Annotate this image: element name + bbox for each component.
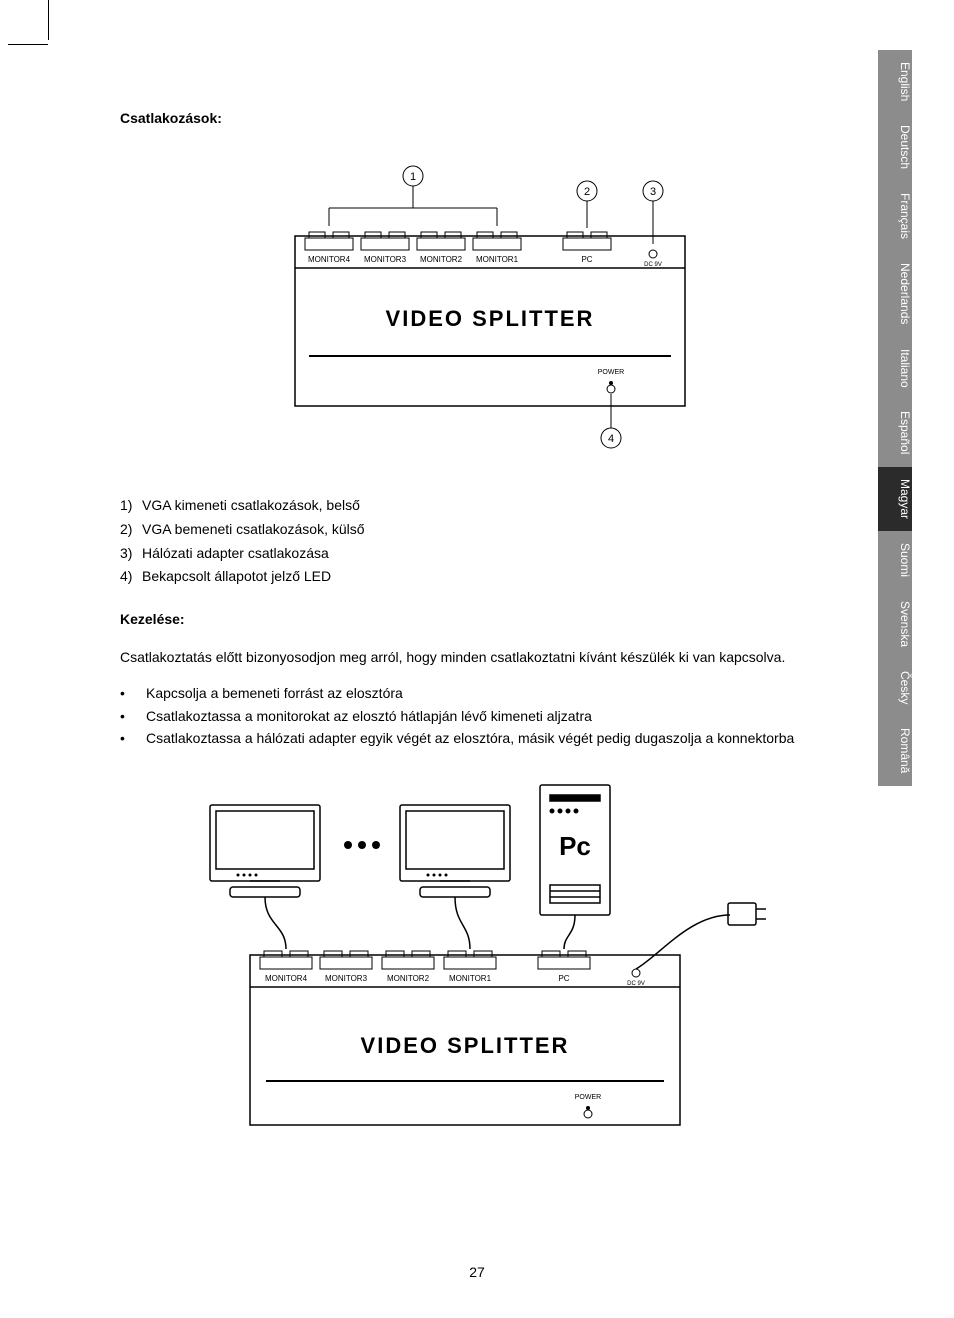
port-label: MONITOR1	[449, 974, 492, 983]
page-content: Csatlakozások: MONIT	[120, 110, 840, 1173]
lang-tab-romana[interactable]: Română	[878, 716, 912, 785]
page-number: 27	[0, 1264, 954, 1280]
port-label: MONITOR2	[387, 974, 430, 983]
port-label: MONITOR4	[265, 974, 308, 983]
list-item: •Csatlakoztassa a monitorokat az elosztó…	[120, 705, 840, 727]
lang-tab-english[interactable]: English	[878, 50, 912, 113]
list-item: •Csatlakoztassa a hálózati adapter egyik…	[120, 727, 840, 749]
video-splitter-diagram: MONITOR4 MONITOR3 MONITOR2 MONITOR1 PC D…	[265, 146, 695, 466]
usage-paragraph: Csatlakoztatás előtt bizonyosodjon meg a…	[120, 647, 840, 668]
language-sidebar: English Deutsch Français Nederlands Ital…	[878, 50, 912, 786]
crop-mark	[48, 0, 49, 40]
lang-tab-italiano[interactable]: Italiano	[878, 337, 912, 400]
callout-num: 3	[650, 186, 656, 198]
list-item: •Kapcsolja a bemeneti forrást az elosztó…	[120, 682, 840, 704]
list-item: 2)VGA bemeneti csatlakozások, külső	[120, 518, 840, 542]
heading-connections: Csatlakozások:	[120, 110, 840, 126]
power-label: POWER	[575, 1094, 601, 1101]
power-label: POWER	[598, 369, 624, 376]
port-label: MONITOR3	[325, 974, 368, 983]
port-label: PC	[558, 974, 569, 983]
callout-num: 4	[608, 433, 614, 445]
lang-tab-svenska[interactable]: Svenska	[878, 589, 912, 659]
lang-tab-suomi[interactable]: Suomi	[878, 531, 912, 589]
dc-label: DC 9V	[627, 981, 645, 987]
callout-num: 1	[410, 171, 416, 183]
port-label: MONITOR2	[420, 255, 463, 264]
dc-label: DC 9V	[644, 262, 662, 268]
diagram-setup: MONITOR4 MONITOR3 MONITOR2 MONITOR1 PC D…	[120, 775, 840, 1145]
lang-tab-cesky[interactable]: Česky	[878, 659, 912, 716]
splitter-title: VIDEO SPLITTER	[386, 306, 595, 331]
setup-diagram: MONITOR4 MONITOR3 MONITOR2 MONITOR1 PC D…	[190, 775, 770, 1145]
lang-tab-deutsch[interactable]: Deutsch	[878, 113, 912, 181]
list-item: 1)VGA kimeneti csatlakozások, belső	[120, 494, 840, 518]
callout-num: 2	[584, 186, 590, 198]
diagram-connections: MONITOR4 MONITOR3 MONITOR2 MONITOR1 PC D…	[120, 146, 840, 466]
port-label: MONITOR1	[476, 255, 519, 264]
crop-mark	[8, 44, 48, 45]
heading-usage: Kezelése:	[120, 611, 840, 627]
lang-tab-magyar[interactable]: Magyar	[878, 467, 912, 531]
lang-tab-espanol[interactable]: Español	[878, 399, 912, 466]
connections-list: 1)VGA kimeneti csatlakozások, belső 2)VG…	[120, 494, 840, 589]
list-item: 3)Hálózati adapter csatlakozása	[120, 542, 840, 566]
lang-tab-nederlands[interactable]: Nederlands	[878, 251, 912, 336]
port-label: PC	[581, 255, 592, 264]
list-item: 4)Bekapcsolt állapotot jelző LED	[120, 565, 840, 589]
splitter-title: VIDEO SPLITTER	[361, 1033, 570, 1058]
lang-tab-francais[interactable]: Français	[878, 181, 912, 251]
usage-bullets: •Kapcsolja a bemeneti forrást az elosztó…	[120, 682, 840, 749]
port-label: MONITOR3	[364, 255, 407, 264]
port-label: MONITOR4	[308, 255, 351, 264]
pc-label: Pc	[559, 831, 591, 861]
